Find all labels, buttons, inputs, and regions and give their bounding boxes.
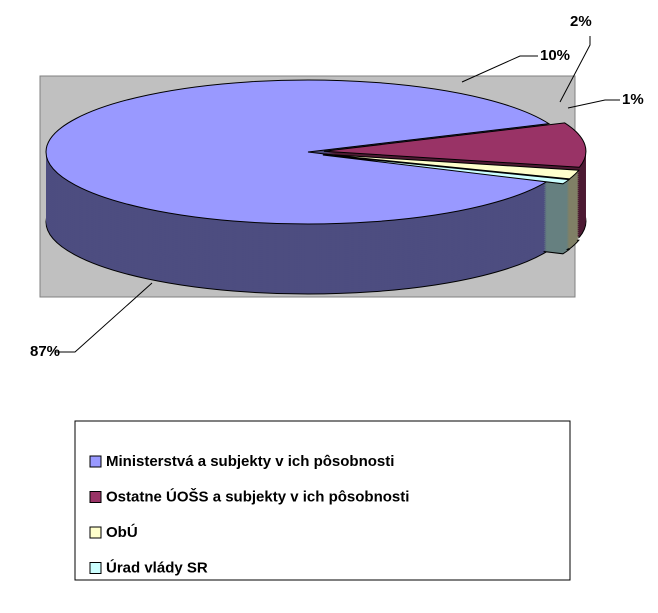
legend-swatch: [89, 491, 102, 503]
slice: [322, 154, 571, 185]
legend-label: Ministerstvá a subjekty v ich pôsobnosti: [106, 453, 394, 470]
legend-label: Úrad vlády SR: [106, 558, 208, 576]
legend-label: ObÚ: [106, 523, 138, 541]
legend-label: Ostatne ÚOŠS a subjekty v ich pôsobnosti: [106, 487, 409, 505]
leader-line: [559, 36, 591, 103]
leader-line: [567, 99, 620, 109]
data-label: 2%: [570, 13, 592, 30]
pie: [45, 79, 587, 295]
data-label: 87%: [30, 343, 60, 360]
legend-swatch: [89, 562, 102, 574]
slice: [323, 122, 587, 168]
data-labels: 87% 10%2% 1%: [30, 13, 644, 360]
legend-swatch: [89, 455, 102, 468]
data-label: 1%: [622, 91, 644, 108]
slice: [45, 79, 551, 225]
leader-line: [55, 282, 153, 353]
data-label: 10%: [540, 47, 570, 64]
legend-swatch: [89, 526, 102, 539]
slice: [323, 153, 580, 180]
legend-entries: Ministerstvá a subjekty v ich pôsobnosti…: [89, 453, 409, 576]
legend: [74, 420, 571, 581]
leader-line: [461, 55, 538, 83]
